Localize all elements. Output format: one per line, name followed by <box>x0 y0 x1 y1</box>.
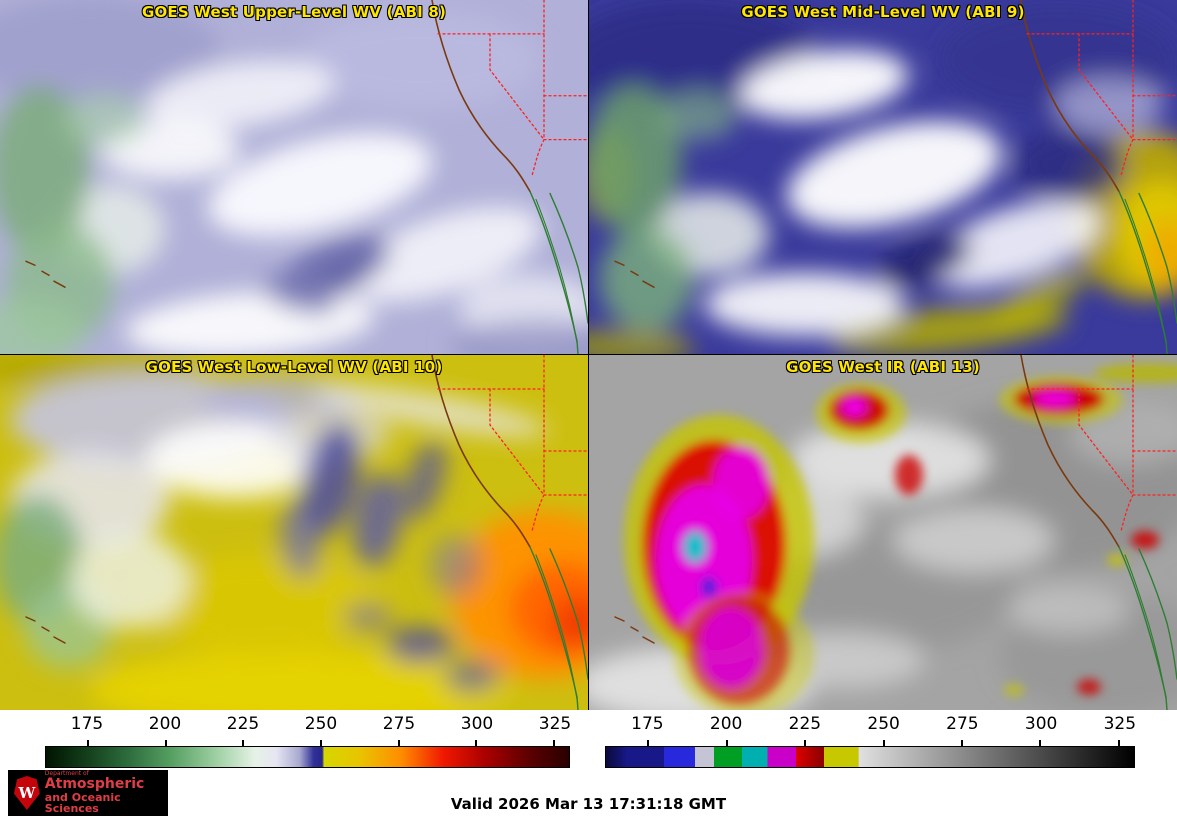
tick-label: 200 <box>709 714 743 734</box>
logo-dept-line: Department of <box>44 769 89 777</box>
colorbar-wv-tick-labels: 175 200 225 250 275 300 325 <box>45 714 572 738</box>
panel-mid-level-wv: GOES West Mid-Level WV (ABI 9) <box>589 0 1177 354</box>
logo-line-oceanic: and Oceanic Sciences <box>44 790 121 816</box>
panel-low-level-wv: GOES West Low-Level WV (ABI 10) <box>0 355 588 710</box>
tick-label: 275 <box>946 714 979 734</box>
satellite-image-ir <box>589 355 1177 710</box>
tick-label: 300 <box>1024 714 1058 734</box>
panel-ir: GOES West IR (ABI 13) <box>589 355 1177 710</box>
panel-title-mid-wv: GOES West Mid-Level WV (ABI 9) <box>741 3 1025 21</box>
colorbar-ir-gradient <box>605 740 1135 768</box>
panel-upper-level-wv: GOES West Upper-Level WV (ABI 8) <box>0 0 588 354</box>
tick-label: 250 <box>867 714 900 734</box>
tick-label: 325 <box>1103 714 1137 734</box>
tick-label: 225 <box>226 714 260 734</box>
panel-title-low-wv: GOES West Low-Level WV (ABI 10) <box>145 358 443 376</box>
tick-label: 200 <box>148 714 182 734</box>
tick-label: 275 <box>382 714 416 734</box>
tick-label: 250 <box>304 714 338 734</box>
panel-title-upper-wv: GOES West Upper-Level WV (ABI 8) <box>141 3 447 21</box>
valid-time: Valid 2026 Mar 13 17:31:18 GMT <box>450 795 727 813</box>
satellite-panel-grid: GOES West Upper-Level WV (ABI 8) <box>0 0 1177 710</box>
colorbar-wv: 175 200 225 250 275 300 325 <box>45 714 572 770</box>
tick-label: 300 <box>460 714 494 734</box>
tick-label: 175 <box>70 714 104 734</box>
colorbar-ir: 175 200 225 250 275 300 325 <box>605 714 1137 770</box>
satellite-image-upper-wv <box>0 0 588 354</box>
satellite-image-low-wv <box>0 355 588 710</box>
logo-text: Department of Atmospheric and Oceanic Sc… <box>44 769 168 816</box>
colorbar-wv-gradient <box>45 740 570 768</box>
uw-aos-logo: W Department of Atmospheric and Oceanic … <box>8 770 168 816</box>
crest-letter: W <box>18 784 36 802</box>
tick-label: 175 <box>631 714 664 734</box>
tick-label: 225 <box>788 714 822 734</box>
panel-title-ir: GOES West IR (ABI 13) <box>786 358 980 376</box>
footer: 175 200 225 250 275 300 325 175 200 225 … <box>0 710 1177 820</box>
logo-line-atmospheric: Atmospheric <box>44 776 145 793</box>
tick-label: 325 <box>538 714 572 734</box>
colorbar-ir-tick-labels: 175 200 225 250 275 300 325 <box>605 714 1137 738</box>
satellite-image-mid-wv <box>589 0 1177 354</box>
